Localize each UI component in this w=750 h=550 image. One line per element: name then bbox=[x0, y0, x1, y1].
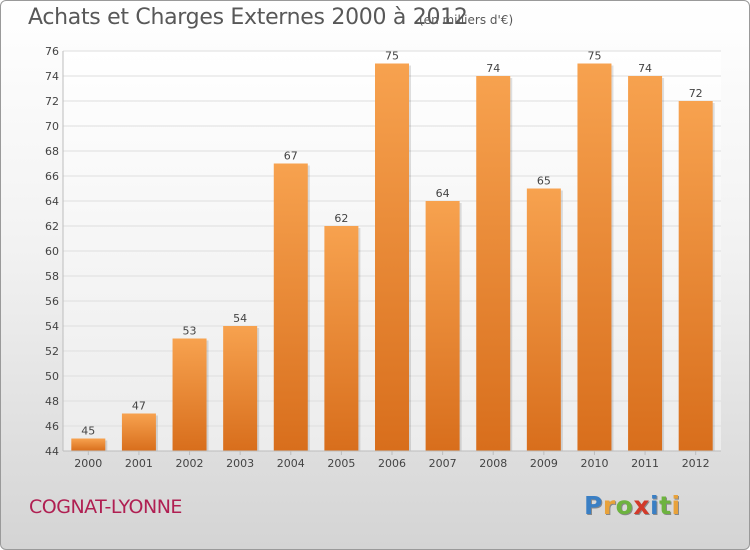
data-label-2005: 62 bbox=[334, 212, 348, 225]
bar-2001 bbox=[121, 413, 156, 451]
bar-2000 bbox=[71, 438, 106, 451]
data-label-2010: 75 bbox=[587, 50, 601, 63]
bar-2006 bbox=[375, 63, 409, 451]
y-tick-label: 76 bbox=[45, 45, 59, 58]
data-label-2006: 75 bbox=[385, 50, 399, 63]
x-axis: 2000 2001 2002 2003 2004 2005 2006 2007 2008 2009… bbox=[74, 451, 710, 470]
x-tick-label-2006: 2006 bbox=[378, 457, 406, 470]
data-labels: 45 47 53 54 67 62 75 64 74 65 75 74 72 bbox=[81, 50, 702, 438]
x-tick-label-2007: 2007 bbox=[429, 457, 457, 470]
x-tick-label-2000: 2000 bbox=[74, 457, 102, 470]
data-label-2012: 72 bbox=[689, 87, 703, 100]
y-tick-label: 72 bbox=[45, 95, 59, 108]
bar-2009 bbox=[526, 188, 561, 451]
bar-2004 bbox=[273, 163, 308, 451]
bars bbox=[71, 63, 715, 451]
y-tick-label: 52 bbox=[45, 345, 59, 358]
y-tick-label: 62 bbox=[45, 220, 59, 233]
y-tick-label: 68 bbox=[45, 145, 59, 158]
x-tick-label-2008: 2008 bbox=[479, 457, 507, 470]
bar-2012 bbox=[678, 101, 713, 451]
bar-2005 bbox=[324, 226, 359, 451]
y-tick-label: 66 bbox=[45, 170, 59, 183]
data-label-2008: 74 bbox=[486, 62, 500, 75]
x-tick-label-2003: 2003 bbox=[226, 457, 254, 470]
bar-2002 bbox=[172, 338, 207, 451]
data-label-2000: 45 bbox=[81, 425, 95, 438]
data-label-2003: 54 bbox=[233, 312, 247, 325]
y-tick-label: 74 bbox=[45, 70, 59, 83]
data-label-2011: 74 bbox=[638, 62, 652, 75]
data-label-2002: 53 bbox=[183, 325, 197, 338]
x-tick-label-2005: 2005 bbox=[327, 457, 355, 470]
y-tick-label: 58 bbox=[45, 270, 59, 283]
commune-name: COGNAT-LYONNE bbox=[29, 496, 182, 518]
y-tick-label: 44 bbox=[45, 445, 59, 458]
data-label-2007: 64 bbox=[436, 187, 450, 200]
x-tick-label-2002: 2002 bbox=[176, 457, 204, 470]
x-tick-label-2010: 2010 bbox=[580, 457, 608, 470]
x-tick-label-2001: 2001 bbox=[125, 457, 153, 470]
x-tick-label-2004: 2004 bbox=[277, 457, 305, 470]
bar-2007 bbox=[425, 201, 460, 451]
chart-unit: (en milliers d'€) bbox=[419, 13, 514, 27]
data-label-2001: 47 bbox=[132, 400, 146, 413]
y-tick-label: 56 bbox=[45, 295, 59, 308]
bar-2003 bbox=[223, 326, 258, 451]
y-tick-label: 48 bbox=[45, 395, 59, 408]
y-tick-label: 46 bbox=[45, 420, 59, 433]
bar-2008 bbox=[476, 76, 511, 451]
y-tick-label: 70 bbox=[45, 120, 59, 133]
data-label-2004: 67 bbox=[284, 150, 298, 163]
bar-2010 bbox=[577, 63, 612, 451]
proxiti-logo: Proxiti bbox=[584, 491, 681, 520]
x-tick-label-2012: 2012 bbox=[682, 457, 710, 470]
data-label-2009: 65 bbox=[537, 175, 551, 188]
chart-title: Achats et Charges Externes 2000 à 2012 bbox=[28, 5, 468, 30]
bar-2011 bbox=[628, 76, 663, 451]
y-tick-label: 54 bbox=[45, 320, 59, 333]
y-tick-label: 60 bbox=[45, 245, 59, 258]
y-axis: 44 46 48 50 52 54 56 58 60 62 64 66 68 70 72 74 76 bbox=[45, 45, 721, 458]
x-tick-label-2009: 2009 bbox=[530, 457, 558, 470]
y-tick-label: 50 bbox=[45, 370, 59, 383]
y-tick-label: 64 bbox=[45, 195, 59, 208]
x-tick-label-2011: 2011 bbox=[631, 457, 659, 470]
